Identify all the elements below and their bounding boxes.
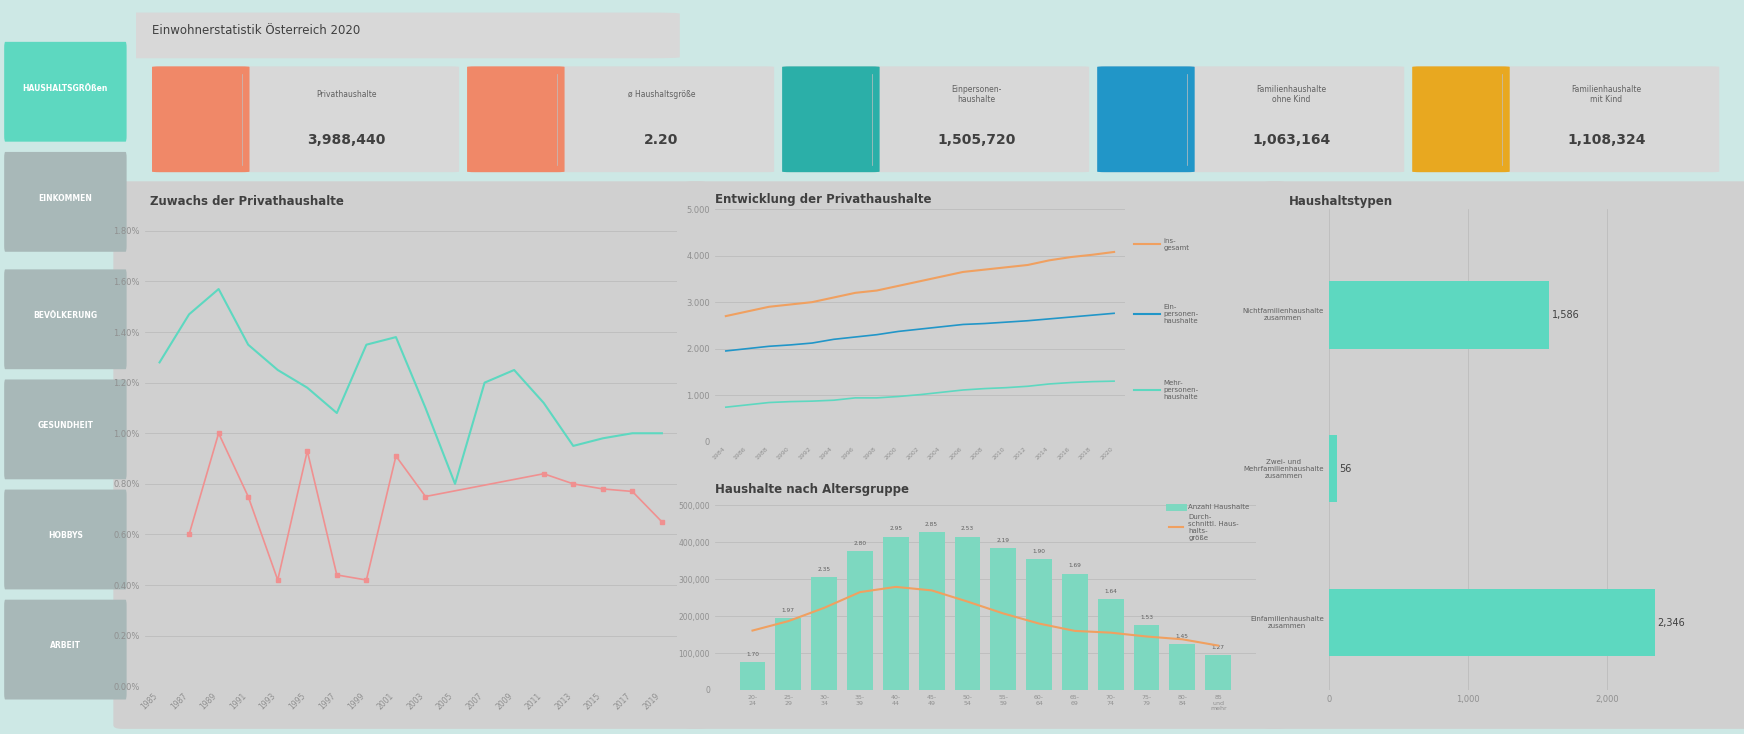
Text: Einwohnerstatistik Österreich 2020: Einwohnerstatistik Österreich 2020 — [152, 24, 361, 37]
Bar — [776, 618, 800, 690]
Bar — [1329, 435, 1336, 503]
FancyBboxPatch shape — [3, 42, 127, 142]
FancyBboxPatch shape — [1413, 66, 1720, 172]
Bar — [1097, 600, 1123, 690]
Text: HOBBYS: HOBBYS — [49, 531, 82, 540]
FancyBboxPatch shape — [1097, 66, 1195, 172]
Bar — [919, 532, 945, 690]
Bar — [1134, 625, 1160, 690]
Text: 1,063,164: 1,063,164 — [1252, 133, 1331, 147]
Text: 1.64: 1.64 — [1104, 589, 1118, 595]
Bar — [811, 577, 837, 690]
Text: Einfamilienhaushalte
zusammen: Einfamilienhaushalte zusammen — [1250, 616, 1324, 629]
Text: Haushaltstypen: Haushaltstypen — [1289, 195, 1393, 208]
FancyBboxPatch shape — [3, 152, 127, 252]
Bar — [1205, 655, 1231, 690]
Text: 1.45: 1.45 — [1175, 633, 1189, 639]
FancyBboxPatch shape — [781, 66, 1090, 172]
Text: Ein-
personen-
haushalte: Ein- personen- haushalte — [1163, 304, 1198, 324]
FancyBboxPatch shape — [105, 12, 680, 58]
Text: ins-
gesamt: ins- gesamt — [1163, 238, 1189, 250]
Bar — [1025, 559, 1052, 690]
Text: Privathaushalte: Privathaushalte — [316, 90, 377, 99]
Bar — [1062, 573, 1088, 690]
Text: Familienhaushalte
mit Kind: Familienhaushalte mit Kind — [1571, 84, 1641, 104]
Bar — [882, 537, 909, 690]
FancyBboxPatch shape — [467, 66, 774, 172]
Text: 2.80: 2.80 — [853, 541, 867, 546]
Text: 2.35: 2.35 — [818, 567, 830, 572]
Text: 1.97: 1.97 — [781, 608, 795, 613]
Text: 1.90: 1.90 — [1032, 548, 1046, 553]
FancyBboxPatch shape — [781, 66, 879, 172]
Bar — [1170, 644, 1195, 690]
Text: 56: 56 — [1339, 464, 1352, 474]
Text: Einpersonen-
haushalte: Einpersonen- haushalte — [950, 84, 1001, 104]
FancyBboxPatch shape — [3, 379, 127, 479]
Text: 2.19: 2.19 — [998, 537, 1010, 542]
Text: HAUSHALTSGRÖßen: HAUSHALTSGRÖßen — [23, 84, 108, 92]
Bar — [991, 548, 1017, 690]
Text: Zuwachs der Privathaushalte: Zuwachs der Privathaushalte — [150, 195, 344, 208]
Text: 2.53: 2.53 — [961, 526, 973, 531]
Text: 1,586: 1,586 — [1552, 310, 1580, 320]
Bar — [739, 662, 766, 690]
Text: Zwei- und
Mehrfamilienhaushalte
zusammen: Zwei- und Mehrfamilienhaushalte zusammen — [1243, 459, 1324, 479]
Text: Mehr-
personen-
haushalte: Mehr- personen- haushalte — [1163, 380, 1198, 401]
FancyBboxPatch shape — [1413, 66, 1510, 172]
Text: 3,988,440: 3,988,440 — [307, 133, 385, 147]
FancyBboxPatch shape — [1097, 66, 1404, 172]
Text: ø Haushaltsgröße: ø Haushaltsgröße — [628, 90, 696, 99]
FancyBboxPatch shape — [3, 490, 127, 589]
Text: 1.70: 1.70 — [746, 652, 759, 657]
Text: 2,346: 2,346 — [1657, 617, 1685, 628]
Text: Haushalte nach Altersgruppe: Haushalte nach Altersgruppe — [715, 482, 909, 495]
Text: 1.27: 1.27 — [1212, 644, 1224, 650]
Text: 1,505,720: 1,505,720 — [937, 133, 1015, 147]
Bar — [1329, 281, 1549, 349]
FancyBboxPatch shape — [152, 66, 459, 172]
Text: Familienhaushalte
ohne Kind: Familienhaushalte ohne Kind — [1256, 84, 1327, 104]
Text: 1.53: 1.53 — [1141, 615, 1153, 620]
Text: 1.69: 1.69 — [1069, 564, 1081, 568]
Bar — [1329, 589, 1655, 656]
Text: 2.95: 2.95 — [889, 526, 902, 531]
Text: Entwicklung der Privathaushalte: Entwicklung der Privathaushalte — [715, 192, 931, 206]
FancyBboxPatch shape — [3, 600, 127, 700]
FancyBboxPatch shape — [467, 66, 565, 172]
Text: GESUNDHEIT: GESUNDHEIT — [37, 421, 94, 430]
FancyBboxPatch shape — [3, 269, 127, 369]
Text: 1,108,324: 1,108,324 — [1568, 133, 1646, 147]
FancyBboxPatch shape — [152, 66, 249, 172]
Text: EINKOMMEN: EINKOMMEN — [38, 194, 92, 203]
Text: Nichtfamilienhaushalte
zusammen: Nichtfamilienhaushalte zusammen — [1242, 308, 1324, 321]
Text: ARBEIT: ARBEIT — [51, 642, 80, 650]
Bar — [954, 537, 980, 690]
Legend: Anzahl Haushalte, Durch-
schnittl. Haus-
halts-
größe: Anzahl Haushalte, Durch- schnittl. Haus-… — [1167, 501, 1252, 543]
Text: 2.85: 2.85 — [924, 522, 938, 526]
Text: 2.20: 2.20 — [644, 133, 678, 147]
Bar — [848, 551, 874, 690]
Text: BEVÖLKERUNG: BEVÖLKERUNG — [33, 311, 98, 320]
